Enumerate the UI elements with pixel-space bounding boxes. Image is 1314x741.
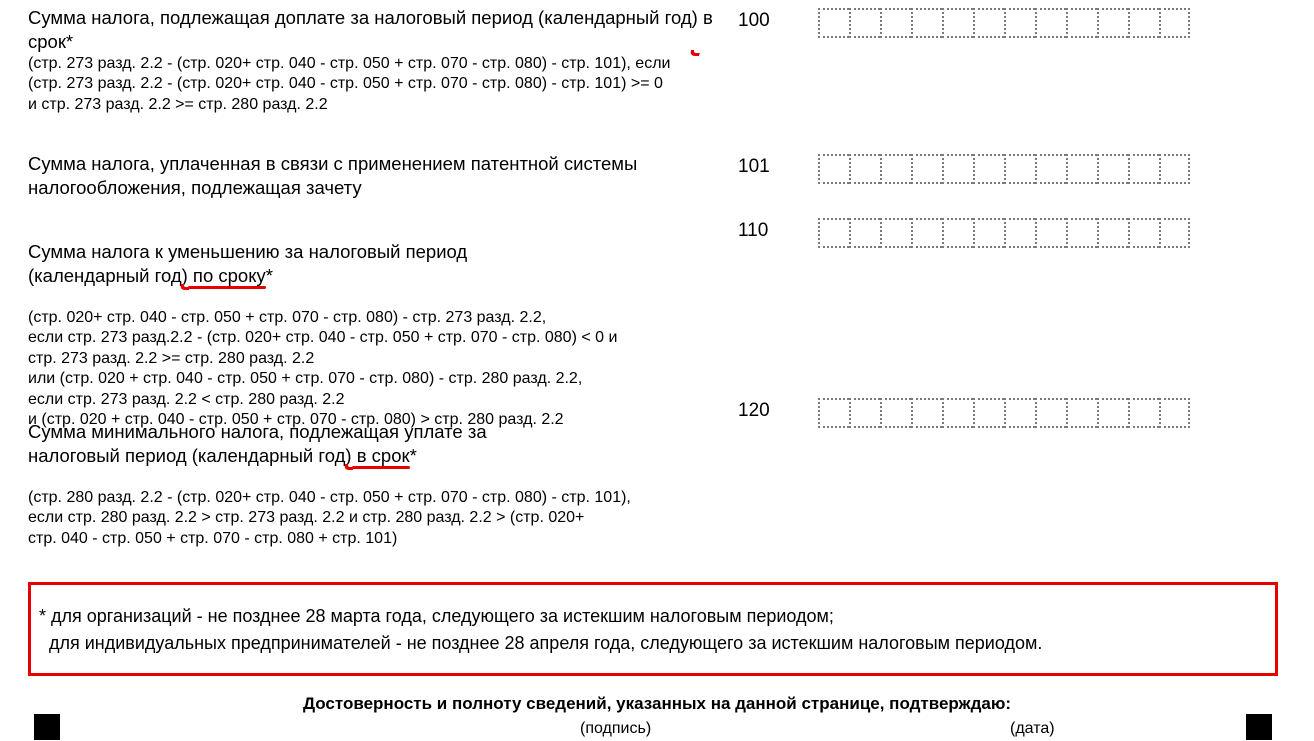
row-100: Сумма налога, подлежащая доплате за нало…	[28, 6, 1286, 115]
row-120-title-underlined: в срок	[352, 445, 410, 466]
input-cell[interactable]	[1035, 398, 1066, 428]
input-cell[interactable]	[1066, 154, 1097, 184]
input-cell[interactable]	[973, 154, 1004, 184]
input-cell[interactable]	[1004, 154, 1035, 184]
row-101-code: 101	[718, 152, 818, 178]
input-cell[interactable]	[849, 8, 880, 38]
row-110-title-post: *	[266, 265, 273, 286]
row-120-detail: (стр. 280 разд. 2.2 - (стр. 020+ стр. 04…	[28, 489, 631, 547]
alignment-marker-right	[1246, 714, 1272, 740]
row-100-title-pre: Сумма налога, подлежащая доплате за нало…	[28, 7, 698, 28]
row-101-title: Сумма налога, уплаченная в связи с приме…	[28, 153, 637, 198]
row-120-code: 120	[718, 396, 818, 422]
date-label: (дата)	[1010, 720, 1055, 738]
signature-label: (подпись)	[580, 720, 651, 738]
row-120-title-post: *	[410, 445, 417, 466]
input-cell[interactable]	[911, 154, 942, 184]
input-cell[interactable]	[818, 8, 849, 38]
row-100-title-post: *	[66, 31, 73, 52]
row-100-code: 100	[718, 6, 818, 32]
input-cell[interactable]	[880, 398, 911, 428]
input-cell[interactable]	[911, 218, 942, 248]
row-101-input-cells[interactable]	[818, 154, 1190, 184]
input-cell[interactable]	[1097, 154, 1128, 184]
input-cell[interactable]	[880, 154, 911, 184]
input-cell[interactable]	[911, 398, 942, 428]
input-cell[interactable]	[973, 398, 1004, 428]
input-cell[interactable]	[1128, 218, 1159, 248]
input-cell[interactable]	[1159, 218, 1190, 248]
footnote-line1: * для организаций - не позднее 28 марта …	[39, 603, 1267, 630]
input-cell[interactable]	[1035, 218, 1066, 248]
input-cell[interactable]	[1159, 154, 1190, 184]
row-110-input-cells[interactable]	[818, 218, 1190, 248]
row-101: Сумма налога, уплаченная в связи с приме…	[28, 152, 1286, 200]
alignment-marker-left	[34, 714, 60, 740]
row-100-detail: (стр. 273 разд. 2.2 - (стр. 020+ стр. 04…	[28, 55, 670, 113]
input-cell[interactable]	[880, 218, 911, 248]
input-cell[interactable]	[1066, 8, 1097, 38]
input-cell[interactable]	[1004, 218, 1035, 248]
input-cell[interactable]	[1004, 8, 1035, 38]
row-100-input-cells[interactable]	[818, 8, 1190, 38]
input-cell[interactable]	[1159, 398, 1190, 428]
input-cell[interactable]	[1035, 8, 1066, 38]
input-cell[interactable]	[942, 398, 973, 428]
input-cell[interactable]	[1128, 8, 1159, 38]
input-cell[interactable]	[911, 8, 942, 38]
row-120: Сумма минимального налога, подлежащая уп…	[28, 396, 1286, 549]
row-110-title-underlined: по сроку	[188, 265, 266, 286]
input-cell[interactable]	[942, 8, 973, 38]
row-120-input-cells[interactable]	[818, 398, 1190, 428]
input-cell[interactable]	[1066, 398, 1097, 428]
input-cell[interactable]	[849, 154, 880, 184]
input-cell[interactable]	[942, 154, 973, 184]
input-cell[interactable]	[1097, 398, 1128, 428]
input-cell[interactable]	[1159, 8, 1190, 38]
row-120-title-pre: Сумма минимального налога, подлежащая уп…	[28, 421, 487, 466]
input-cell[interactable]	[1128, 398, 1159, 428]
tax-form-page: Сумма налога, подлежащая доплате за нало…	[0, 0, 1314, 741]
input-cell[interactable]	[1004, 398, 1035, 428]
input-cell[interactable]	[1066, 218, 1097, 248]
row-110-code: 110	[718, 216, 818, 242]
input-cell[interactable]	[942, 218, 973, 248]
input-cell[interactable]	[1128, 154, 1159, 184]
input-cell[interactable]	[818, 218, 849, 248]
input-cell[interactable]	[849, 218, 880, 248]
input-cell[interactable]	[1097, 8, 1128, 38]
confirmation-statement: Достоверность и полноту сведений, указан…	[0, 694, 1314, 714]
input-cell[interactable]	[973, 8, 1004, 38]
input-cell[interactable]	[1035, 154, 1066, 184]
input-cell[interactable]	[849, 398, 880, 428]
footnote-box: * для организаций - не позднее 28 марта …	[28, 582, 1278, 676]
input-cell[interactable]	[818, 154, 849, 184]
row-120-description: Сумма минимального налога, подлежащая уп…	[28, 396, 718, 549]
input-cell[interactable]	[973, 218, 1004, 248]
row-101-description: Сумма налога, уплаченная в связи с приме…	[28, 152, 718, 200]
footnote-line2: для индивидуальных предпринимателей - не…	[39, 630, 1267, 657]
input-cell[interactable]	[818, 398, 849, 428]
input-cell[interactable]	[880, 8, 911, 38]
input-cell[interactable]	[1097, 218, 1128, 248]
row-100-description: Сумма налога, подлежащая доплате за нало…	[28, 6, 718, 115]
